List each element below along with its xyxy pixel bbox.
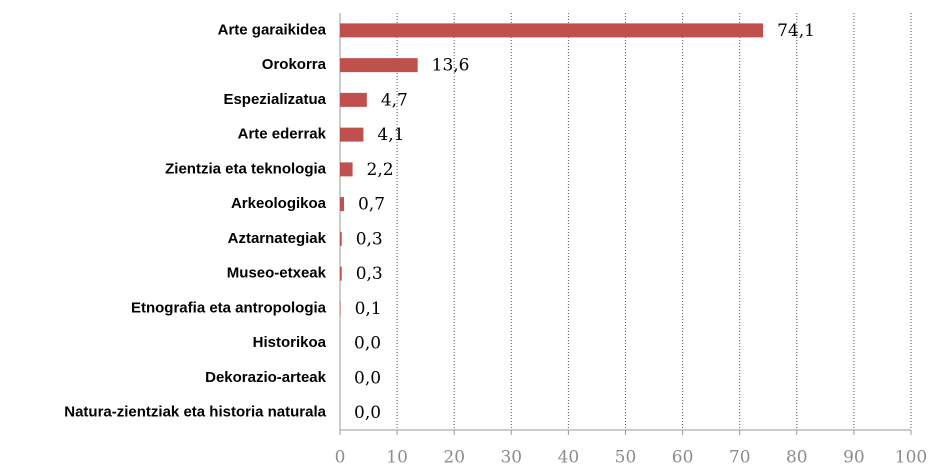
category-label: Arte garaikidea [218,21,327,38]
value-label: 0,1 [355,299,382,319]
bar [340,197,344,212]
category-label: Espezializatua [223,91,326,108]
value-label: 13,6 [432,56,470,76]
value-label: 74,1 [777,21,815,41]
bar [340,266,342,281]
bar [340,231,342,246]
x-tick-label: 50 [615,448,637,466]
category-label: Museo-etxeak [227,265,327,282]
x-tick-label: 30 [500,448,522,466]
value-label: 4,1 [377,125,404,145]
value-label: 4,7 [381,90,408,110]
category-label: Natura-zientziak eta historia naturala [64,404,326,421]
category-label: Arkeologikoa [231,195,327,212]
category-label: Orokorra [262,56,327,73]
x-tick-label: 80 [786,448,808,466]
value-label: 0,0 [354,403,381,423]
x-tick-label: 40 [558,448,580,466]
category-label: Historikoa [253,334,327,351]
x-tick-label: 20 [443,448,465,466]
category-label: Aztarnategiak [228,230,327,247]
x-tick-label: 100 [895,448,927,466]
category-label: Arte ederrak [238,126,327,143]
x-tick-label: 90 [843,448,865,466]
bar [340,301,341,316]
bar [340,127,364,142]
x-tick-label: 0 [335,448,346,466]
value-label: 0,7 [358,195,385,215]
bar [340,162,353,177]
x-tick-label: 10 [386,448,408,466]
bar [340,92,367,107]
value-label: 2,2 [367,160,394,180]
value-label: 0,0 [354,334,381,354]
category-label: Zientzia eta teknologia [165,160,327,177]
bar [340,58,418,73]
value-label: 0,0 [354,368,381,388]
x-tick-label: 70 [729,448,751,466]
x-tick-label: 60 [672,448,694,466]
value-label: 0,3 [356,229,383,249]
category-label: Etnografia eta antropologia [131,299,327,316]
value-label: 0,3 [356,264,383,284]
category-label: Dekorazio-arteak [205,369,327,386]
bar [340,23,764,38]
